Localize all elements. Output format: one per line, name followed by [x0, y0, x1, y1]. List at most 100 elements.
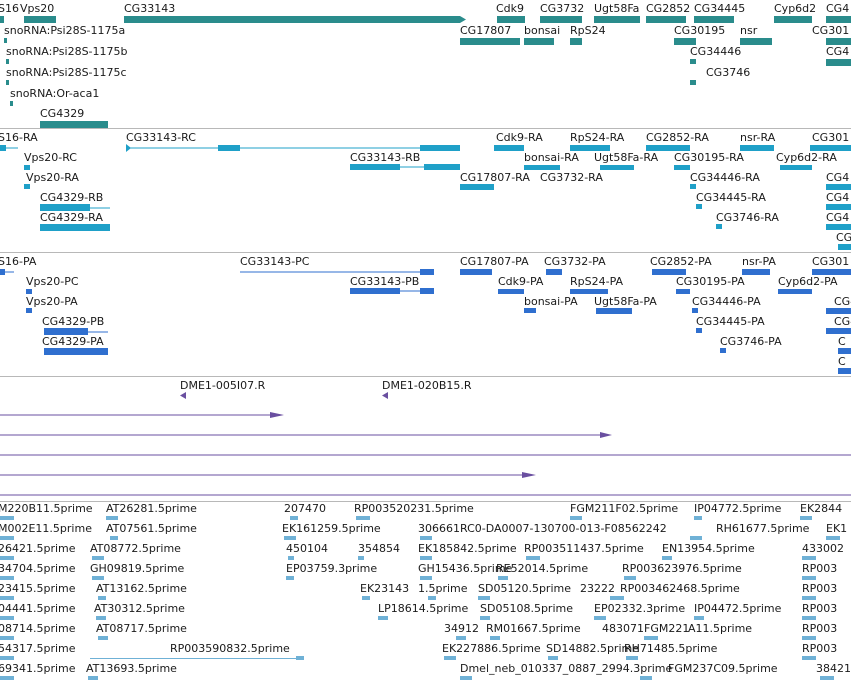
transcript-label[interactable]: CG3746-RA [716, 211, 779, 224]
est-label[interactable]: AT13162.5prime [96, 582, 187, 595]
gene-label[interactable]: CG4 [826, 45, 850, 58]
protein-label[interactable]: CG301 [812, 255, 850, 268]
protein-label[interactable]: CG30195-PA [676, 275, 745, 288]
est-label[interactable]: AT30312.5prime [94, 602, 185, 615]
est-label[interactable]: RE52014.5prime [496, 562, 589, 575]
est-label[interactable]: 34912 [444, 622, 479, 635]
est-label[interactable]: AT08772.5prime [90, 542, 181, 555]
gene-label[interactable]: Cyp6d2 [774, 2, 817, 15]
gene-label[interactable]: CG33143 [124, 2, 176, 15]
clone-label[interactable]: DME1-020B15.R [382, 379, 472, 392]
est-label[interactable]: RP003520231.5prime [354, 502, 474, 515]
transcript-label[interactable]: nsr-RA [740, 131, 776, 144]
est-label[interactable]: SD05108.5prime [480, 602, 573, 615]
est-label[interactable]: AT13693.5prime [86, 662, 177, 675]
gene-label[interactable]: snoRNA:Or-aca1 [10, 87, 100, 100]
transcript-label[interactable]: Vps20-RA [26, 171, 79, 184]
est-label[interactable]: EP03759.3prime [286, 562, 378, 575]
est-label[interactable]: RP003 [802, 622, 838, 635]
protein-label[interactable]: Vps20-PC [26, 275, 79, 288]
gene-label[interactable]: CG34446 [690, 45, 742, 58]
est-label[interactable]: RP003 [802, 642, 838, 655]
est-label[interactable]: FGM237C09.5prime [668, 662, 778, 675]
gene-label[interactable]: RpS24 [570, 24, 606, 37]
transcript-label[interactable]: Vps20-RC [24, 151, 77, 164]
est-label[interactable]: RM01667.5prime [486, 622, 581, 635]
transcript-label[interactable]: CG34445-RA [696, 191, 766, 204]
transcript-label[interactable]: CG33143-RB [350, 151, 421, 164]
protein-label[interactable]: CG33143-PC [240, 255, 310, 268]
gene-label[interactable]: nsr [740, 24, 758, 37]
transcript-label[interactable]: CG4 [826, 191, 850, 204]
transcript-label[interactable]: CG4 [826, 211, 850, 224]
est-label[interactable]: 23222 [580, 582, 615, 595]
est-label[interactable]: AT26281.5prime [106, 502, 197, 515]
est-label[interactable]: 34704.5prime [0, 562, 76, 575]
gene-label[interactable]: CG3746 [706, 66, 751, 79]
est-label[interactable]: IP04772.5prime [694, 502, 782, 515]
transcript-label[interactable]: RpS24-RA [570, 131, 625, 144]
protein-label[interactable]: S16-PA [0, 255, 37, 268]
est-label[interactable]: AT08717.5prime [96, 622, 187, 635]
est-label[interactable]: 1.5prime [418, 582, 468, 595]
est-label[interactable]: EK23143 [360, 582, 410, 595]
est-label[interactable]: SD14882.5prime [546, 642, 639, 655]
transcript-label[interactable]: CG4329-RA [40, 211, 103, 224]
gene-label[interactable]: CG301 [812, 24, 850, 37]
protein-label[interactable]: CG4 [834, 295, 851, 308]
protein-label[interactable]: RpS24-PA [570, 275, 624, 288]
transcript-label[interactable]: bonsai-RA [524, 151, 579, 164]
protein-label[interactable]: CG34445-PA [696, 315, 765, 328]
est-label[interactable]: 69341.5prime [0, 662, 76, 675]
protein-label[interactable]: Vps20-PA [26, 295, 78, 308]
est-label[interactable]: RP003 [802, 602, 838, 615]
est-label[interactable]: 483071 [602, 622, 644, 635]
est-label[interactable]: 04441.5prime [0, 602, 76, 615]
gene-label[interactable]: Ugt58Fa [594, 2, 640, 15]
est-label[interactable]: RP003623976.5prime [622, 562, 742, 575]
est-label[interactable]: AT07561.5prime [106, 522, 197, 535]
transcript-label[interactable]: CG4 [826, 171, 850, 184]
est-label[interactable]: 26421.5prime [0, 542, 76, 555]
transcript-label[interactable]: Cdk9-RA [496, 131, 543, 144]
protein-label[interactable]: CG3732-PA [544, 255, 606, 268]
gene-label[interactable]: Cdk9 [496, 2, 525, 15]
transcript-label[interactable]: CG4329-RB [40, 191, 104, 204]
est-label[interactable]: IP04472.5prime [694, 602, 782, 615]
gene-label[interactable]: CG34445 [694, 2, 746, 15]
est-label[interactable]: 433002 [802, 542, 844, 555]
est-label[interactable]: 354854 [358, 542, 400, 555]
est-label[interactable]: 54317.5prime [0, 642, 76, 655]
gene-label[interactable]: CG4329 [40, 107, 85, 120]
est-label[interactable]: 207470 [284, 502, 326, 515]
transcript-label[interactable]: S16-RA [0, 131, 38, 144]
est-label[interactable]: FGM221 [644, 622, 690, 635]
gene-label[interactable]: CG2852 [646, 2, 691, 15]
est-label[interactable]: GH09819.5prime [90, 562, 185, 575]
gene-label[interactable]: S16 [0, 2, 19, 15]
est-label[interactable]: EK227886.5prime [442, 642, 541, 655]
est-label[interactable]: 306661RC0-DA0007-130700-013-F08562242 [418, 522, 667, 535]
protein-label[interactable]: CG4 [834, 315, 851, 328]
protein-label[interactable]: C [838, 355, 846, 368]
transcript-label[interactable]: CG [836, 231, 851, 244]
gene-label[interactable]: bonsai [524, 24, 561, 37]
est-label[interactable]: FGM211F02.5prime [570, 502, 679, 515]
transcript-label[interactable]: Ugt58Fa-RA [594, 151, 659, 164]
gene-label[interactable]: snoRNA:Psi28S-1175b [6, 45, 128, 58]
est-label[interactable]: Dmel_neb_010337_0887_2994.3prime [460, 662, 673, 675]
est-label[interactable]: EP02332.3prime [594, 602, 686, 615]
gene-label[interactable]: snoRNA:Psi28S-1175c [6, 66, 127, 79]
est-label[interactable]: 08714.5prime [0, 622, 76, 635]
gene-label[interactable]: CG17807 [460, 24, 512, 37]
protein-label[interactable]: nsr-PA [742, 255, 776, 268]
gene-label[interactable]: CG3732 [540, 2, 585, 15]
est-label[interactable]: M002E11.5prime [0, 522, 92, 535]
est-label[interactable]: RP003 [802, 582, 838, 595]
est-label[interactable]: RP003511437.5prime [524, 542, 644, 555]
protein-label[interactable]: Cdk9-PA [498, 275, 544, 288]
protein-label[interactable]: CG33143-PB [350, 275, 420, 288]
protein-label[interactable]: CG4329-PB [42, 315, 105, 328]
est-label[interactable]: EK2844 [800, 502, 843, 515]
est-label[interactable]: LP18614.5prime [378, 602, 469, 615]
